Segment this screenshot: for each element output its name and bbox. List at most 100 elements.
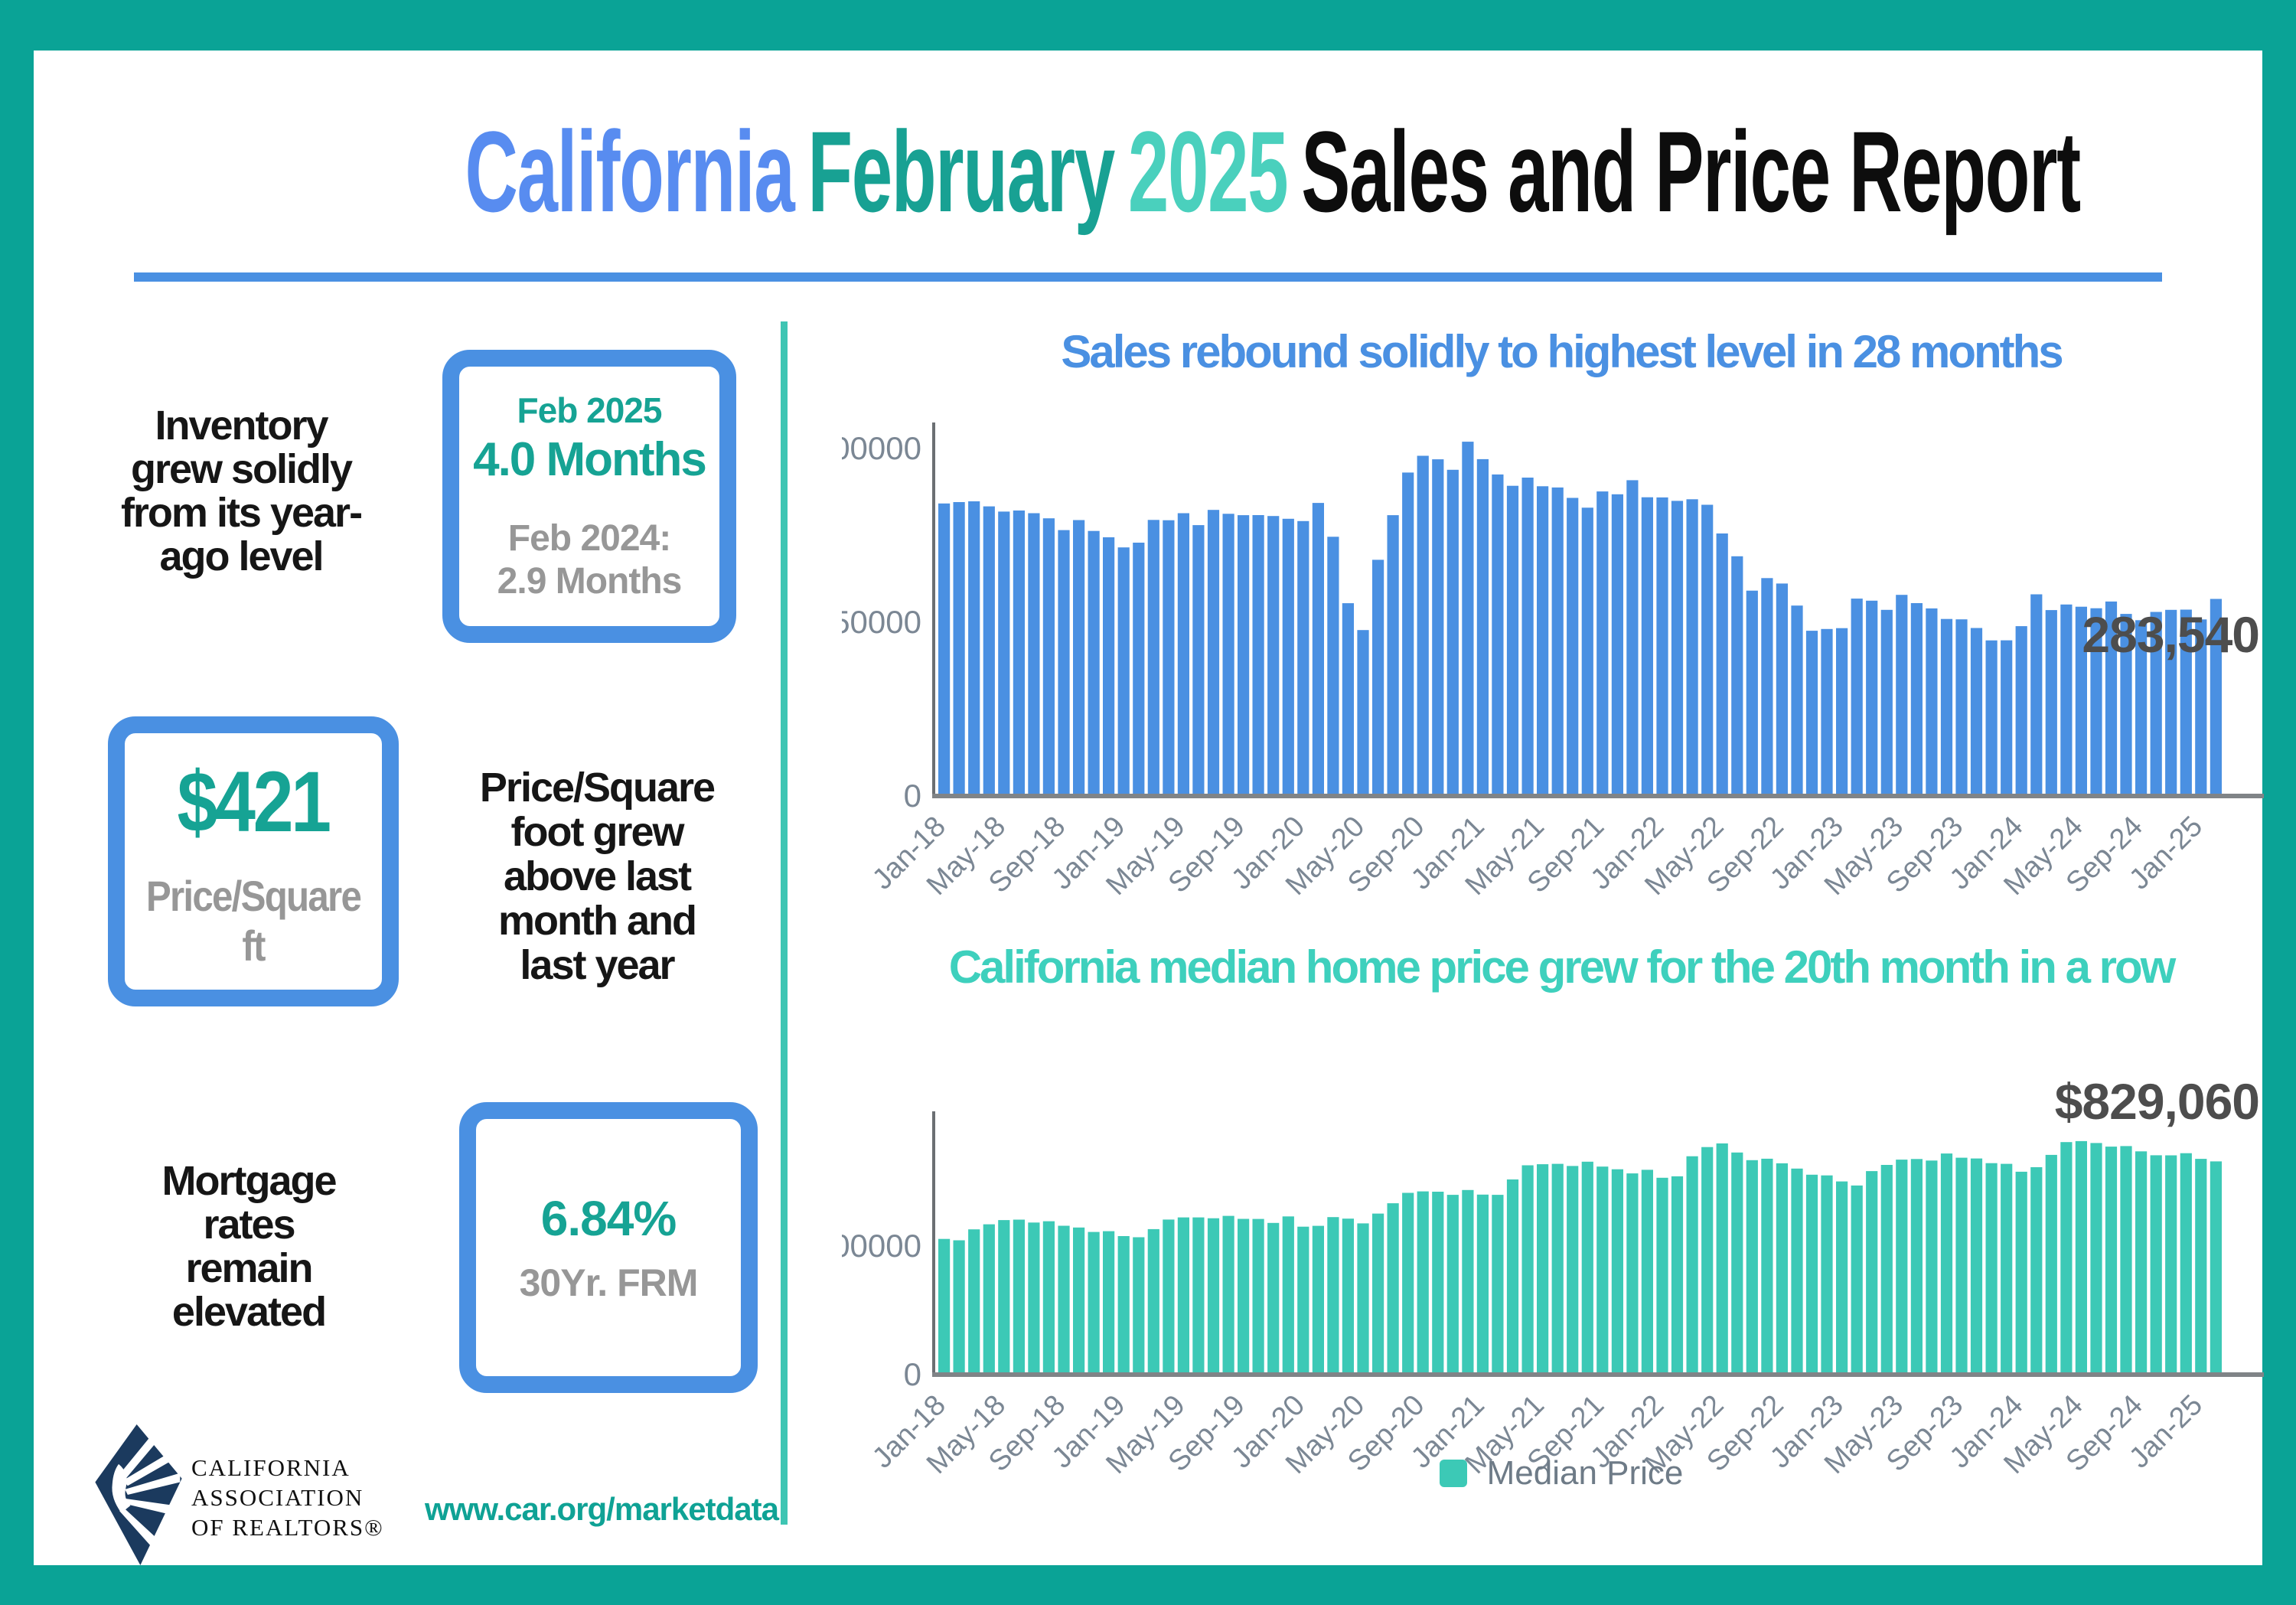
price-sqft-text: Price/Square foot grew above last month … — [479, 765, 716, 988]
bar — [1626, 480, 1639, 796]
bar — [2135, 1151, 2148, 1375]
bar — [1641, 497, 1653, 796]
bar — [1476, 458, 1489, 796]
bar — [1446, 469, 1459, 796]
bar — [1910, 603, 1923, 796]
bar — [1058, 530, 1070, 796]
bar — [1432, 459, 1444, 796]
legend-label: Median Price — [1486, 1454, 1684, 1492]
bar — [1521, 1165, 1534, 1375]
price-chart-legend: Median Price — [857, 1454, 2265, 1492]
bar — [1446, 1195, 1459, 1375]
bar — [2015, 1171, 2027, 1375]
bar — [1432, 1192, 1444, 1375]
bar — [1267, 1222, 1280, 1375]
bar — [1611, 494, 1623, 796]
price-sqft-unit: Price/Square ft — [145, 872, 362, 970]
bar — [1387, 515, 1399, 796]
bar — [1805, 631, 1818, 796]
bar — [1671, 501, 1684, 796]
y-tick-label: 0 — [904, 778, 921, 814]
bar — [1192, 1217, 1205, 1375]
bar — [1955, 619, 1968, 796]
bar — [1910, 1159, 1923, 1375]
bar — [1940, 618, 1953, 796]
bar — [1776, 583, 1788, 796]
bar — [1357, 630, 1369, 796]
bar — [1761, 578, 1773, 796]
bar — [1896, 1160, 1908, 1375]
bar — [1821, 628, 1833, 796]
bar — [2001, 640, 2013, 796]
bar — [1042, 1221, 1055, 1375]
bar — [1042, 518, 1055, 796]
bar — [1656, 497, 1668, 796]
mortgage-rate-value: 6.84% — [540, 1191, 677, 1246]
bar — [1282, 518, 1294, 796]
bar — [1088, 1231, 1100, 1375]
bar — [1417, 455, 1429, 796]
bar — [1387, 1203, 1399, 1375]
bar — [1836, 1181, 1848, 1375]
bar — [1297, 520, 1309, 796]
bar — [1357, 1223, 1369, 1375]
bar — [1985, 1163, 1998, 1375]
page-title: California February 2025 Sales and Price Re… — [0, 106, 2296, 238]
mortgage-stat-box: 6.84% 30Yr. FRM — [459, 1102, 758, 1393]
mortgage-rate-unit: 30Yr. FRM — [519, 1261, 699, 1304]
bar — [2180, 609, 2192, 796]
logo-diamond — [95, 1424, 182, 1566]
bar — [983, 506, 995, 796]
bar — [1342, 603, 1354, 796]
bar — [1238, 1218, 1250, 1375]
bar — [2195, 1159, 2207, 1375]
bar — [938, 1238, 951, 1375]
latest-value-annotation: $829,060 — [2055, 1073, 2259, 1130]
bar — [2030, 1167, 2043, 1375]
bar — [1701, 1147, 1714, 1375]
bar — [1207, 510, 1220, 796]
bar — [1117, 1236, 1130, 1375]
bar — [1880, 1165, 1893, 1375]
bar — [1581, 1161, 1593, 1375]
bar — [1791, 605, 1803, 796]
bar — [1521, 478, 1534, 796]
market-data-link[interactable]: www.car.org/marketdata — [425, 1491, 779, 1527]
bar — [1312, 503, 1324, 796]
bar — [2090, 608, 2102, 796]
bar — [1581, 507, 1593, 796]
bar — [1537, 486, 1549, 796]
bar — [1776, 1163, 1788, 1375]
car-logo-icon — [95, 1424, 182, 1566]
latest-value-annotation: 283,540 — [2082, 606, 2259, 663]
bar — [2075, 606, 2087, 796]
bar — [1073, 1227, 1085, 1375]
bar — [1731, 556, 1743, 796]
bar — [1970, 1158, 1983, 1375]
bar — [1955, 1157, 1968, 1375]
bar — [1537, 1164, 1549, 1375]
bar — [1058, 1225, 1070, 1375]
bar — [1836, 628, 1848, 796]
bar — [1492, 1195, 1504, 1375]
bar — [2210, 599, 2222, 796]
bar — [2165, 609, 2177, 796]
car-logo-text: CALIFORNIA ASSOCIATION OF REALTORS® — [191, 1454, 384, 1541]
bar — [2105, 1147, 2118, 1375]
bar — [1626, 1173, 1639, 1375]
price-chart-title: California median home price grew for th… — [948, 941, 2177, 993]
y-tick-label: 500000 — [842, 1228, 921, 1264]
bar — [1611, 1169, 1623, 1375]
bar — [1327, 1217, 1339, 1375]
bar — [1117, 547, 1130, 796]
inventory-prev-value: 2.9 Months — [497, 561, 683, 602]
bar — [1192, 525, 1205, 796]
bar — [1551, 487, 1564, 796]
bar — [2150, 612, 2162, 796]
bar — [1746, 590, 1758, 796]
bar — [2105, 601, 2118, 796]
bar — [1222, 1215, 1234, 1375]
bar — [1716, 1143, 1728, 1375]
price-bar-chart: 5000000Jan-18May-18Sep-18Jan-19May-19Sep… — [842, 1073, 2264, 1480]
